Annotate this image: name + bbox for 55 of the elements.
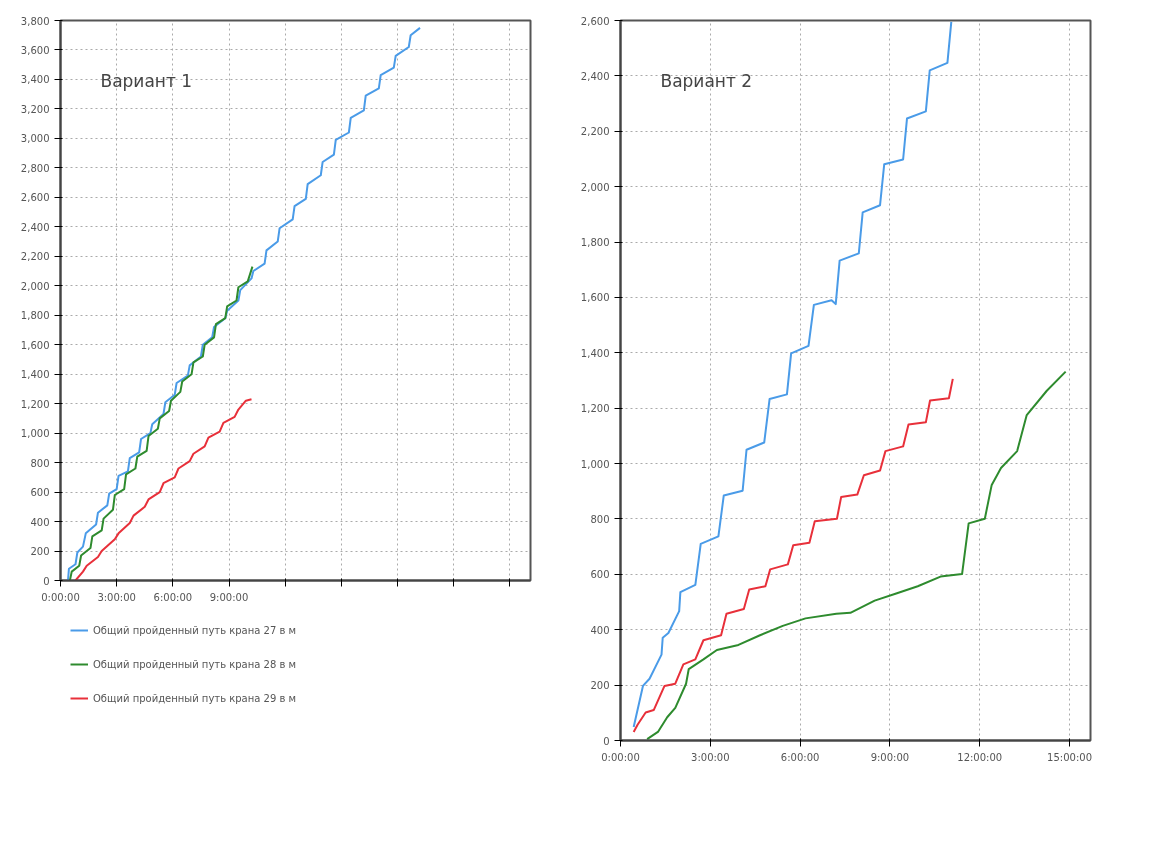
line-series [68, 265, 254, 581]
line-series [74, 398, 253, 581]
y-tick-label: 2,000 [20, 280, 50, 292]
y-tick-label: 2,800 [20, 162, 50, 174]
y-tick-label: 2,000 [580, 181, 610, 193]
y-tick-label: 2,400 [580, 70, 610, 82]
y-tick-label: 200 [590, 680, 610, 692]
line-series [632, 20, 953, 728]
legend-label: Общий пройденный путь крана 29 в м [93, 692, 297, 704]
legend-label: Общий пройденный путь крана 27 в м [93, 624, 297, 636]
y-tick-label: 0 [43, 575, 50, 587]
y-tick-label: 3,400 [20, 74, 50, 86]
y-tick-label: 800 [590, 513, 610, 525]
y-tick-label: 3,000 [20, 133, 50, 145]
y-tick-label: 0 [603, 735, 610, 747]
y-tick-label: 1,600 [20, 339, 50, 351]
y-tick-label: 2,400 [20, 221, 50, 233]
x-tick-label: 9:00:00 [209, 591, 249, 603]
y-tick-label: 1,200 [20, 398, 50, 410]
y-tick-label: 1,600 [580, 292, 610, 304]
x-tick-label: 9:00:00 [870, 751, 910, 763]
x-tick-label: 15:00:00 [1047, 751, 1093, 763]
y-tick-label: 2,200 [580, 126, 610, 138]
annotation: Вариант 1 [100, 70, 193, 91]
y-tick-label: 600 [30, 487, 50, 499]
x-tick-label: 3:00:00 [691, 751, 730, 763]
y-tick-label: 600 [590, 569, 610, 581]
y-tick-label: 3,200 [20, 103, 50, 115]
y-tick-label: 200 [30, 546, 50, 558]
y-tick-label: 1,800 [580, 237, 610, 249]
line-series [632, 377, 954, 733]
y-tick-label: 1,200 [580, 403, 610, 415]
y-tick-label: 1,000 [20, 428, 50, 440]
y-tick-label: 2,600 [580, 15, 610, 27]
y-tick-label: 1,400 [580, 347, 610, 359]
x-tick-label: 12:00:00 [957, 751, 1003, 763]
y-tick-label: 1,800 [20, 310, 50, 322]
x-tick-label: 3:00:00 [97, 591, 136, 603]
y-tick-label: 1,000 [580, 458, 610, 470]
annotation: Вариант 2 [660, 70, 753, 91]
y-tick-label: 400 [590, 624, 610, 636]
y-tick-label: 800 [30, 457, 50, 469]
y-tick-label: 3,600 [20, 44, 50, 56]
x-tick-label: 0:00:00 [41, 591, 80, 603]
y-tick-label: 2,200 [20, 251, 50, 263]
y-tick-label: 2,600 [20, 192, 50, 204]
y-tick-label: 1,400 [20, 369, 50, 381]
legend-label: Общий пройденный путь крана 28 в м [93, 658, 297, 670]
y-tick-label: 3,800 [20, 15, 50, 27]
x-tick-label: 6:00:00 [780, 751, 820, 763]
line-series [66, 26, 422, 581]
x-tick-label: 6:00:00 [153, 591, 193, 603]
x-tick-label: 0:00:00 [601, 751, 640, 763]
line-series [646, 370, 1067, 741]
y-tick-label: 400 [30, 516, 50, 528]
